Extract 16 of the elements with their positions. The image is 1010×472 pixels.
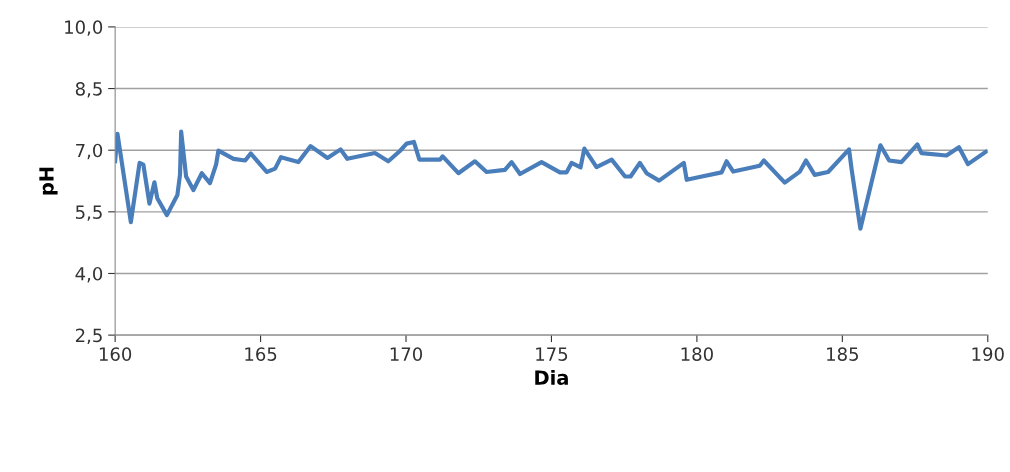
y-axis-title: pH [39, 167, 58, 195]
x-tick-label: 190 [972, 347, 1004, 361]
x-tick-label: 160 [99, 347, 132, 361]
x-tick-label: 170 [390, 347, 423, 361]
y-tick-label: 8,5 [75, 82, 102, 98]
x-tick-label: 180 [681, 347, 713, 361]
line-series [115, 129, 988, 231]
x-axis-title: Dia [535, 369, 568, 386]
y-tick-label: 7,0 [76, 143, 103, 160]
y-tick-label: 4,0 [75, 266, 103, 283]
x-tick-label: 175 [536, 347, 568, 361]
x-tick-label: 185 [827, 347, 858, 361]
x-tick-label: 165 [245, 347, 277, 361]
y-tick-label: 5,5 [76, 205, 102, 221]
y-tick-label: 2,5 [75, 328, 102, 345]
y-tick-label: 10,0 [65, 20, 103, 36]
